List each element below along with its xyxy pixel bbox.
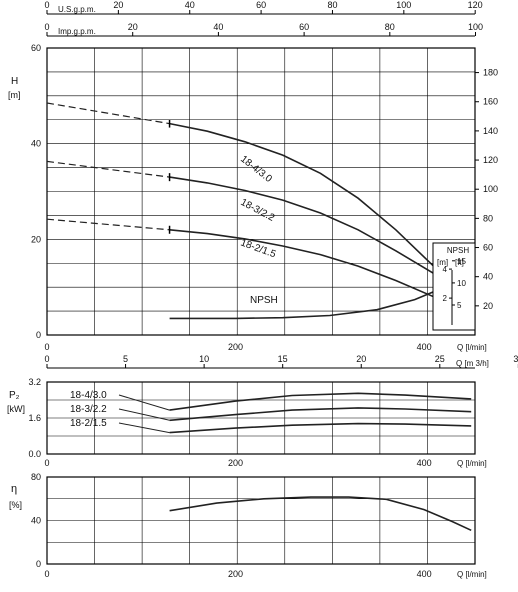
power-x-axis-title: Q [l/min] <box>457 459 487 468</box>
impgpm-tick-label: 60 <box>299 22 309 32</box>
usgpm-axis-label: U.S.g.p.m. <box>58 5 96 14</box>
head-curve-dashed-1 <box>46 102 170 125</box>
impgpm-axis-label: Imp.g.p.m. <box>58 27 96 36</box>
efficiency-curve-panel: 0 40 80 η [%] 0 200 400 Q [l/min] <box>9 472 487 579</box>
usgpm-tick-label: 80 <box>327 0 337 10</box>
head-y-tick-label: 0 <box>36 330 41 340</box>
head-curve-3 <box>169 229 472 313</box>
power-curve-1 <box>169 392 472 411</box>
head-y-tick-label: 40 <box>31 139 41 149</box>
m3h-tick-label: 30 <box>513 354 518 364</box>
eff-x-axis-title: Q [l/min] <box>457 570 487 579</box>
head-ft-tick-label: 40 <box>483 272 493 282</box>
npsh-curve <box>169 272 472 320</box>
head-ft-tick-label: 140 <box>483 126 498 136</box>
power-curve-panel: 0.0 1.6 3.2 P₂ [kW] 0 200 400 Q [l/min] 18-4/3.0 1… <box>7 377 487 468</box>
head-curve-dashed-3 <box>46 218 170 231</box>
power-curve-3 <box>169 422 472 434</box>
m3h-tick-label: 5 <box>123 354 128 364</box>
head-ft-tick-label: 120 <box>483 155 498 165</box>
head-ft-tick-label: 20 <box>483 301 493 311</box>
head-curve-dashed-2 <box>46 160 170 178</box>
npsh-m-tick-label: 2 <box>443 294 448 303</box>
eff-x-tick-label: 200 <box>228 569 243 579</box>
head-x-tick-label: 400 <box>417 342 432 352</box>
head-x-axis-title: Q [l/min] <box>457 343 487 352</box>
power-y-axis-title: P₂ <box>9 390 20 401</box>
npsh-scale-title: NPSH <box>447 246 469 255</box>
m3h-tick-label: 10 <box>199 354 209 364</box>
usgpm-tick-label: 120 <box>468 0 483 10</box>
usgpm-tick-label: 40 <box>185 0 195 10</box>
power-x-tick-label: 400 <box>417 458 432 468</box>
power-label-leader <box>118 394 170 411</box>
head-curve-1 <box>169 122 472 311</box>
power-curve-label: 18-3/2.2 <box>70 404 107 415</box>
npsh-curve-label: NPSH <box>250 295 278 306</box>
npsh-ft-tick-label: 15 <box>457 257 466 266</box>
head-y-axis-title: H <box>11 76 18 87</box>
power-x-tick-label: 200 <box>228 458 243 468</box>
head-ft-tick-label: 60 <box>483 243 493 253</box>
power-y-axis-unit: [kW] <box>7 404 25 414</box>
power-curve-label: 18-2/1.5 <box>70 418 107 429</box>
head-curve-label: 18-3/2.2 <box>239 197 277 224</box>
eff-y-axis-title: η <box>11 483 17 495</box>
head-y-tick-label: 20 <box>31 234 41 244</box>
eff-y-axis-unit: [%] <box>9 500 22 510</box>
head-y-axis-unit: [m] <box>8 90 21 100</box>
power-label-leader <box>118 408 170 421</box>
m3h-tick-label: 0 <box>44 354 49 364</box>
head-curve-2 <box>169 176 472 300</box>
eff-y-tick-label: 0 <box>36 559 41 569</box>
npsh-scale-unit-m: [m] <box>437 258 448 267</box>
impgpm-tick-label: 0 <box>44 22 49 32</box>
m3h-axis-title: Q [m 3/h] <box>456 359 489 368</box>
head-y-tick-label: 60 <box>31 43 41 53</box>
head-ft-tick-label: 180 <box>483 68 498 78</box>
power-y-tick-label: 1.6 <box>28 413 41 423</box>
power-x-tick-label: 0 <box>44 458 49 468</box>
npsh-m-tick-label: 4 <box>443 265 448 274</box>
m3h-tick-label: 15 <box>278 354 288 364</box>
eff-y-tick-label: 80 <box>31 472 41 482</box>
top-flow-axes: 020406080100120140U.S.g.p.m.020406080100… <box>44 0 483 37</box>
eff-y-tick-label: 40 <box>31 516 41 526</box>
head-ft-tick-label: 160 <box>483 97 498 107</box>
eff-x-tick-label: 0 <box>44 569 49 579</box>
npsh-ft-tick-label: 5 <box>457 301 462 310</box>
power-y-tick-label: 3.2 <box>28 377 41 387</box>
power-label-leader <box>118 422 170 434</box>
power-y-tick-label: 0.0 <box>28 449 41 459</box>
npsh-ft-tick-label: 10 <box>457 279 466 288</box>
efficiency-curve <box>169 496 472 532</box>
impgpm-tick-label: 80 <box>385 22 395 32</box>
npsh-scale-box <box>432 242 476 331</box>
head-ft-tick-label: 100 <box>483 184 498 194</box>
head-x-tick-label: 200 <box>228 342 243 352</box>
impgpm-tick-label: 100 <box>468 22 483 32</box>
usgpm-tick-label: 100 <box>396 0 411 10</box>
impgpm-tick-label: 40 <box>213 22 223 32</box>
head-x-tick-label: 0 <box>44 342 49 352</box>
m3h-tick-label: 25 <box>435 354 445 364</box>
head-curve-label: 18-4/3.0 <box>238 154 274 186</box>
usgpm-tick-label: 20 <box>113 0 123 10</box>
m3h-tick-label: 20 <box>356 354 366 364</box>
usgpm-tick-label: 0 <box>44 0 49 10</box>
head-ft-tick-label: 80 <box>483 213 493 223</box>
eff-x-tick-label: 400 <box>417 569 432 579</box>
impgpm-tick-label: 20 <box>128 22 138 32</box>
usgpm-tick-label: 60 <box>256 0 266 10</box>
npsh-scale-unit-ft: [ft] <box>455 258 464 267</box>
power-curve-label: 18-4/3.0 <box>70 390 107 401</box>
power-curve-2 <box>169 407 472 422</box>
